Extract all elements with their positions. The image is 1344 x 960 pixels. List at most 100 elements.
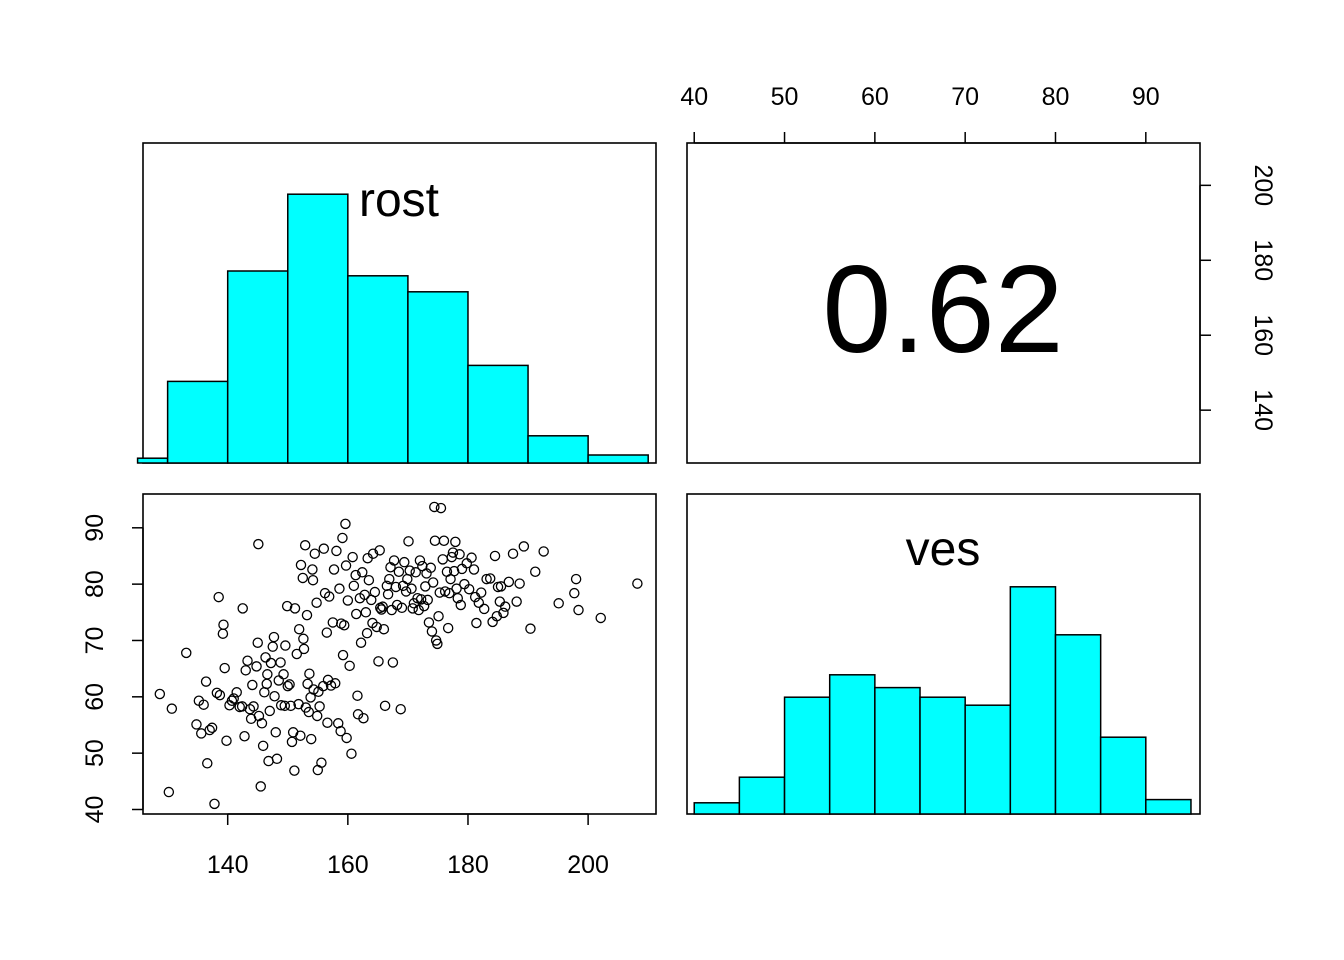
scatter-point: [297, 572, 309, 584]
scatter-point: [262, 669, 273, 680]
scatter-point: [331, 545, 342, 557]
right-axis-tick-label: 200: [1249, 164, 1277, 206]
scatter-point: [307, 574, 319, 586]
scatter-point: [396, 602, 408, 614]
scatter-point: [342, 595, 354, 606]
axes: 40 50 60 70 80 90 140 160 180 200 40 50 60 70 80 90 140 1…: [81, 83, 1277, 879]
scatter-point: [298, 643, 310, 655]
scatter-point: [217, 628, 229, 639]
scatter-point: [322, 717, 333, 728]
scatter-point: [231, 687, 242, 698]
scatter-point: [307, 564, 318, 575]
rost-histogram-bar-140-150: [226, 270, 289, 464]
scatter-point: [271, 753, 283, 765]
scatter-point: [226, 695, 238, 707]
scatter-point: [308, 684, 319, 695]
ves-histogram-bars: [693, 586, 1192, 815]
scatter-point: [289, 603, 301, 614]
scatter-point: [350, 569, 361, 581]
scatter-point: [275, 657, 286, 668]
scatter-point: [278, 669, 289, 680]
scatter-point: [377, 601, 388, 612]
scatter-point: [303, 706, 315, 718]
bottom-axis-tick-label: 140: [207, 851, 249, 879]
scatter-point: [473, 597, 485, 608]
scatter-point: [407, 603, 418, 614]
scatter-point: [335, 618, 347, 629]
scatter-point: [386, 604, 397, 616]
scatter-point: [373, 656, 384, 667]
scatter-point: [518, 541, 530, 552]
scatter-point: [367, 548, 379, 559]
scatter-point: [281, 600, 293, 612]
rost-histogram-bar-160-170: [347, 275, 409, 464]
bottom-axis-tick-label: 160: [327, 851, 369, 879]
ves-histogram-bar-40-45: [693, 802, 741, 815]
scatter-point: [452, 592, 464, 604]
scatter-point: [242, 655, 253, 667]
left-axis-tick-label: 70: [81, 627, 109, 655]
scatter-point: [494, 596, 506, 607]
scatter-point: [425, 562, 436, 574]
scatter-point: [371, 621, 382, 633]
scatter-point: [214, 689, 226, 701]
scatter-point: [432, 638, 443, 650]
scatter-point: [447, 547, 459, 558]
scatter-point: [259, 687, 270, 698]
scatter-point: [219, 662, 230, 674]
scatter-point: [328, 564, 340, 575]
left-axis-tick-label: 80: [81, 570, 109, 598]
ves-histogram-bar-50-55: [783, 696, 831, 815]
scatter-point: [429, 535, 441, 547]
scatter-point: [301, 609, 313, 621]
scatter-point: [247, 679, 258, 691]
scatter-point: [181, 647, 192, 659]
left-axis-tick-label: 90: [81, 514, 109, 542]
scatter-point: [253, 710, 265, 722]
scatter-point: [507, 548, 519, 559]
rost-histogram-bar-180-190: [467, 364, 529, 464]
scatter-point: [403, 536, 414, 547]
scatter-point: [253, 538, 264, 550]
bottom-axis-tick-label: 180: [447, 851, 489, 879]
scatter-point: [350, 608, 362, 620]
scatter-point: [255, 781, 266, 792]
rost-histogram-bar-130-140: [166, 380, 229, 464]
panel-scatter: [142, 493, 657, 815]
scatter-point: [438, 535, 450, 547]
scatter-point: [338, 620, 350, 631]
correlation-value: 0.62: [822, 241, 1063, 379]
top-axis-tick-label: 40: [680, 83, 708, 111]
scatter-point: [264, 705, 275, 717]
scatter-point: [240, 665, 251, 676]
scatter-point: [202, 758, 213, 769]
scatter-point: [279, 700, 291, 712]
scatter-point: [393, 566, 405, 577]
scatter-point: [404, 565, 415, 576]
scatter-point: [433, 611, 444, 622]
scatter-point: [466, 552, 477, 563]
scatter-point: [256, 718, 268, 729]
scatter-point: [426, 626, 438, 637]
top-axis-tick-label: 50: [771, 83, 799, 111]
scatter-point: [211, 687, 223, 699]
scatter-point: [284, 679, 295, 690]
scatter-point: [252, 637, 263, 648]
ves-histogram-bar-60-65: [874, 686, 921, 815]
scatter-point: [329, 678, 341, 689]
scatter-point: [291, 648, 303, 660]
scatter-point: [402, 573, 413, 585]
scatter-point: [318, 543, 330, 554]
scatter-point: [429, 501, 440, 513]
scatter-point: [359, 589, 370, 601]
scatter-point: [390, 581, 402, 593]
bottom-axis-tick-label: 200: [567, 851, 609, 879]
scatter-point: [265, 657, 277, 669]
scatter-point: [388, 555, 400, 566]
scatter-point: [525, 623, 536, 634]
ves-histogram-bar-85-90: [1099, 736, 1147, 815]
scatter-point: [410, 567, 421, 578]
scatter-point: [228, 693, 239, 704]
scatter-point: [321, 627, 333, 638]
